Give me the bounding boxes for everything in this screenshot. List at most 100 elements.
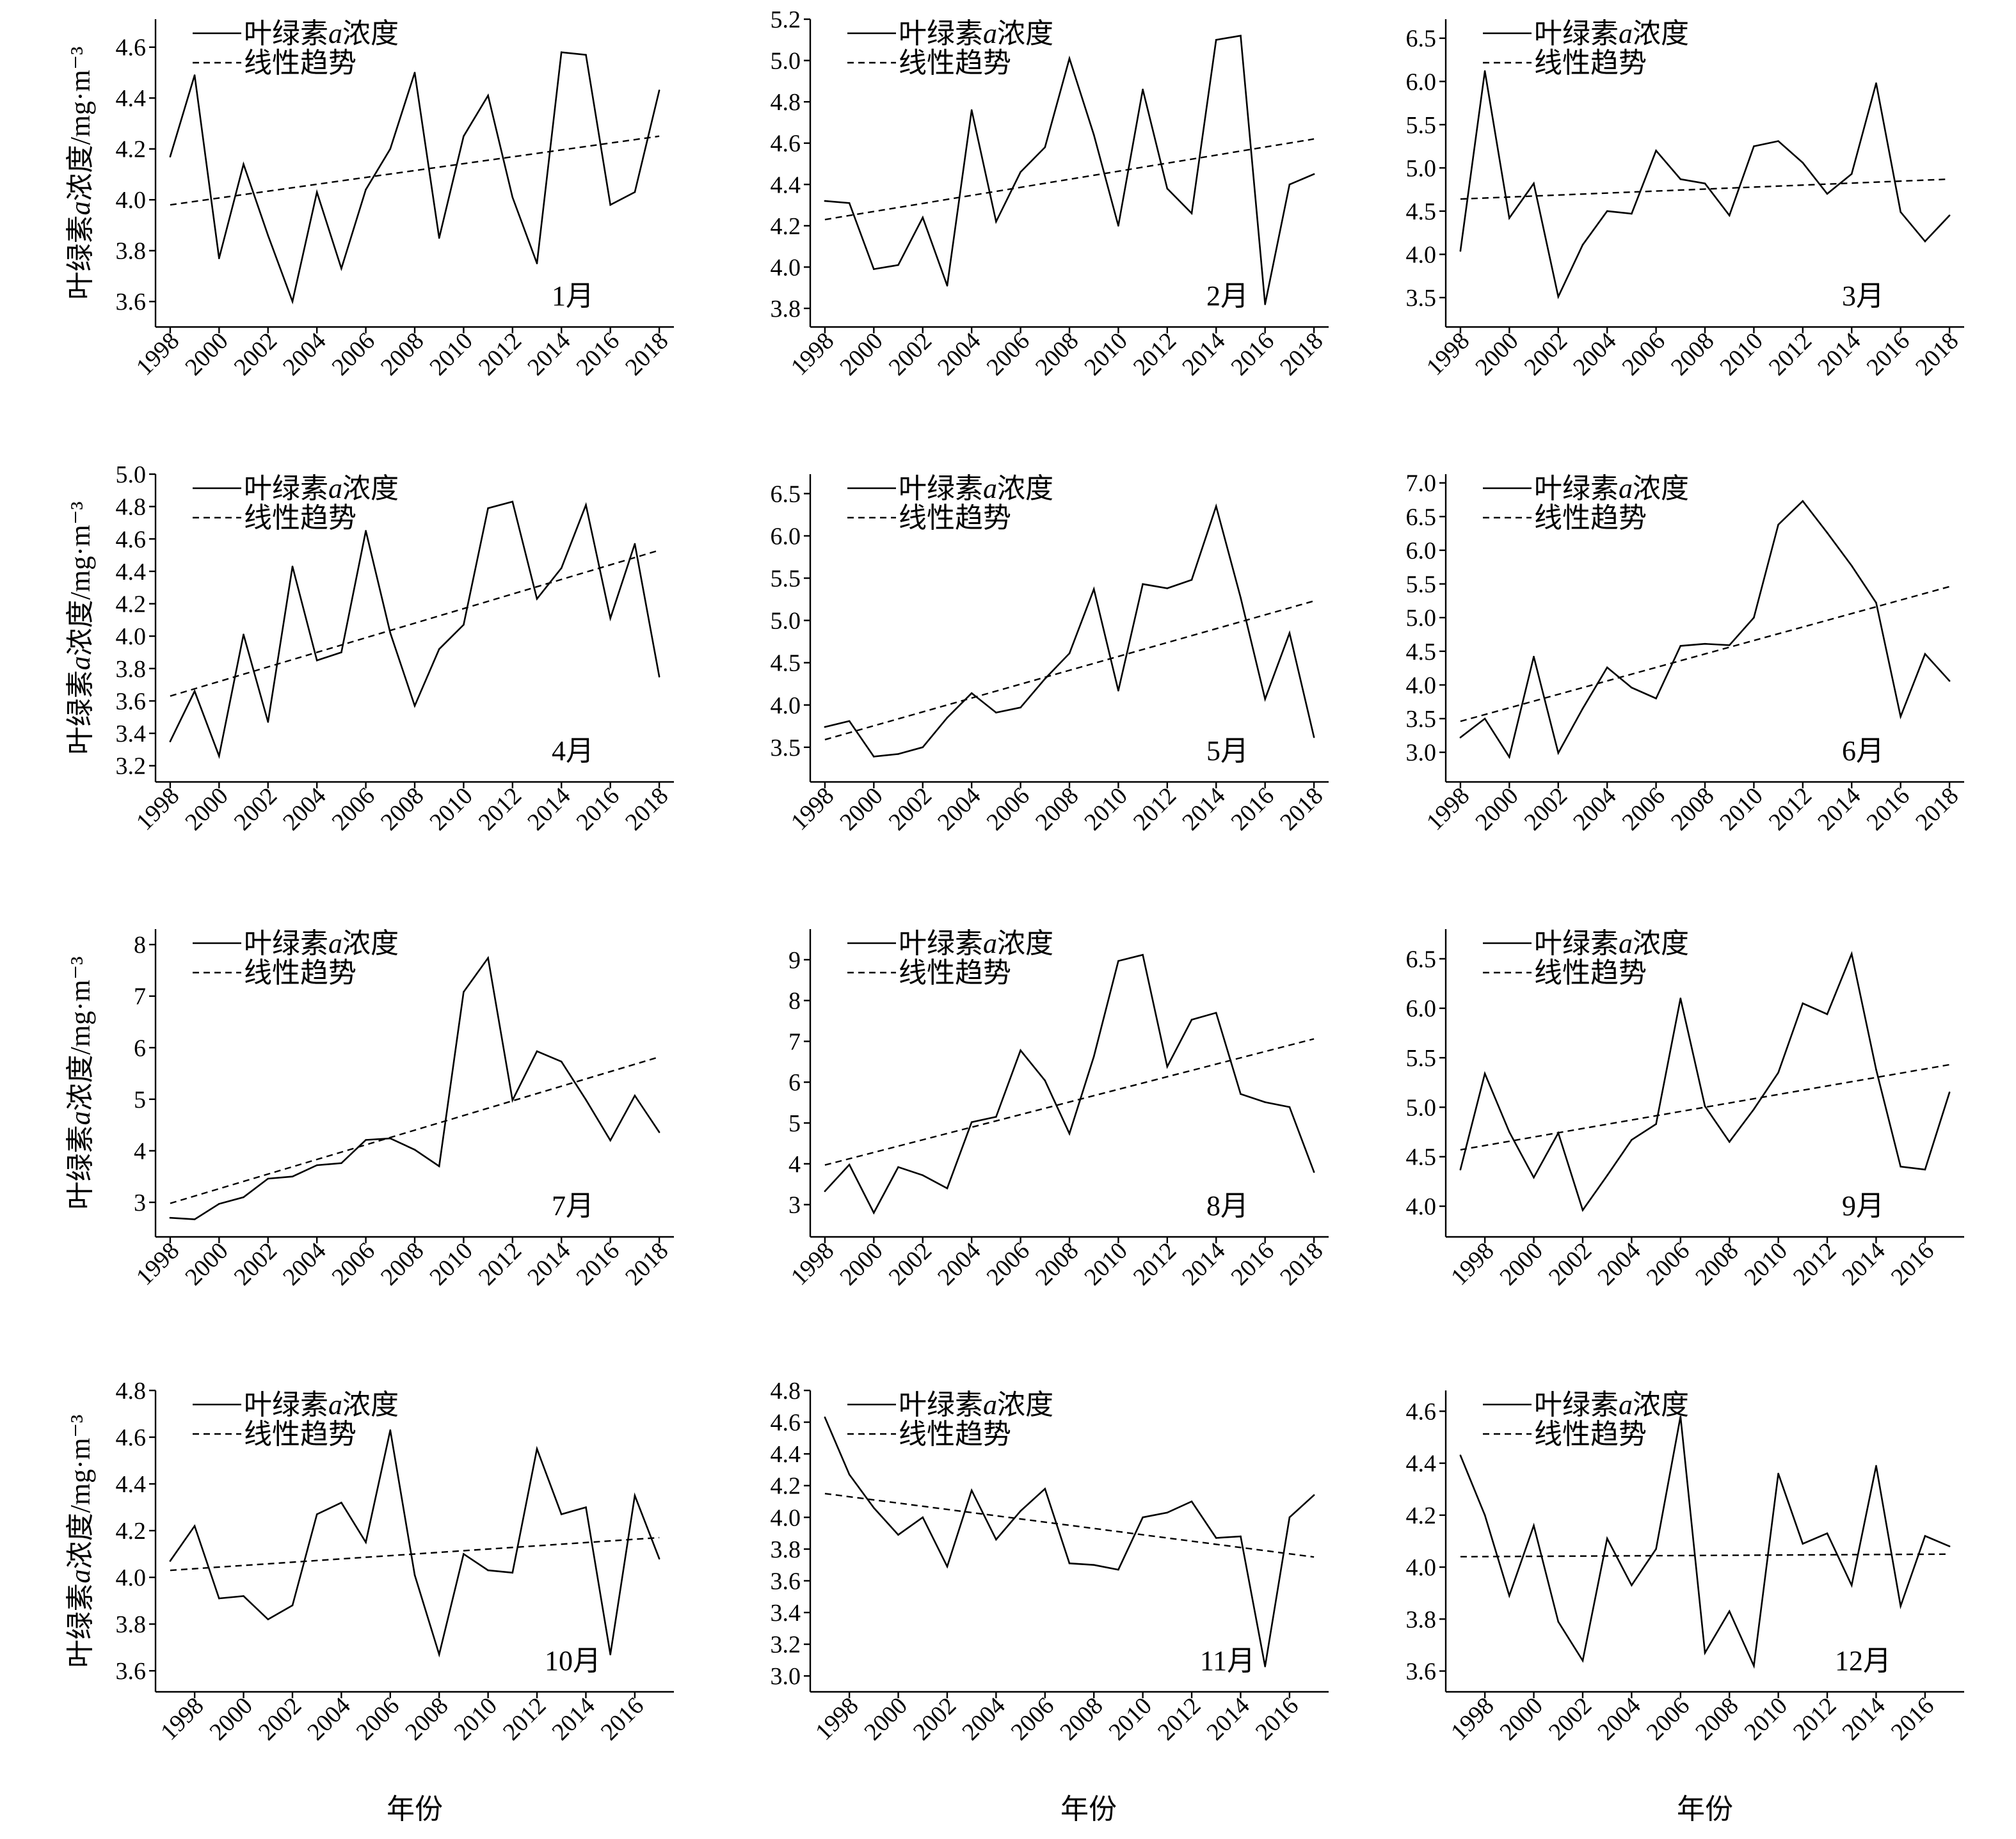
data-point — [316, 191, 318, 193]
data-point — [1166, 187, 1169, 190]
y-tick-label: 5.0 — [771, 608, 801, 635]
x-tick-label: 2010 — [1740, 1238, 1793, 1291]
data-point — [487, 95, 489, 97]
x-tick-label: 2002 — [884, 328, 937, 381]
chart-panel-9: 4.04.55.05.56.06.51998200020022004200620… — [1406, 928, 1964, 1291]
x-tick-label: 2000 — [1494, 1238, 1548, 1291]
x-tick-label: 2008 — [376, 1238, 429, 1291]
y-tick-label: 4.8 — [116, 494, 147, 521]
data-point — [1190, 212, 1193, 214]
data-point — [1948, 1091, 1951, 1094]
data-point — [1240, 596, 1242, 599]
data-point — [634, 1495, 636, 1497]
data-point — [1508, 217, 1510, 219]
x-tick-label: 2002 — [884, 783, 937, 836]
x-tick-label: 2018 — [620, 783, 673, 836]
data-point — [658, 90, 660, 92]
x-tick-label: 2016 — [596, 1692, 649, 1746]
data-point — [1142, 583, 1144, 585]
data-point — [1092, 134, 1095, 136]
data-point — [1850, 953, 1853, 955]
data-point — [1948, 214, 1951, 217]
data-point — [1215, 1012, 1217, 1014]
data-point — [169, 1216, 172, 1219]
x-tick-label: 2006 — [327, 1238, 380, 1291]
y-tick-label: 3.5 — [1406, 285, 1437, 312]
x-tick-label: 2004 — [278, 328, 331, 381]
legend-label-trend: 线性趋势 — [244, 47, 356, 79]
data-point — [922, 746, 924, 749]
y-tick-label: 6.5 — [1406, 26, 1437, 52]
data-point — [1240, 1093, 1242, 1095]
data-point — [1020, 706, 1021, 708]
data-point — [1264, 1101, 1266, 1103]
data-point — [1679, 645, 1682, 647]
x-tick-label: 2000 — [835, 1238, 888, 1291]
data-point — [193, 1525, 196, 1527]
data-point — [463, 991, 465, 993]
y-tick-label: 3.6 — [771, 1568, 801, 1595]
data-point — [438, 1653, 440, 1655]
y-tick-label: 3.6 — [116, 1658, 147, 1685]
data-point — [291, 566, 294, 568]
data-point — [609, 1140, 611, 1142]
chart-panel-1: 3.63.84.04.24.44.61998200020022004200620… — [65, 18, 674, 381]
y-tick-label: 5 — [788, 1110, 801, 1137]
data-point — [1924, 1535, 1926, 1537]
y-tick-label: 4.4 — [1406, 1451, 1437, 1477]
data-point — [873, 268, 875, 270]
data-point — [1117, 225, 1119, 227]
x-tick-label: 2002 — [884, 1238, 937, 1291]
x-tick-label: 2014 — [522, 328, 575, 381]
x-tick-label: 2014 — [1837, 1238, 1890, 1291]
data-point — [658, 676, 660, 678]
data-point — [1655, 1548, 1657, 1550]
panel-month-label: 2月 — [1206, 280, 1249, 312]
y-tick-label: 3.8 — [771, 296, 801, 322]
data-point — [340, 1162, 342, 1165]
y-tick-label: 4.0 — [1406, 1193, 1437, 1220]
data-point — [897, 1166, 899, 1168]
x-tick-label: 2016 — [572, 783, 625, 836]
data-point — [1092, 1055, 1095, 1058]
chlorophyll-a-series-line — [824, 1417, 1315, 1667]
y-tick-label: 4.0 — [116, 1564, 147, 1591]
data-point — [1728, 644, 1731, 646]
data-point — [1581, 708, 1584, 710]
x-tick-label: 2002 — [1544, 1692, 1597, 1746]
data-point — [824, 1416, 826, 1419]
data-point — [1459, 736, 1462, 738]
x-tick-label: 2016 — [1226, 1238, 1279, 1291]
x-tick-label: 2002 — [1519, 783, 1572, 836]
legend-label-series: 叶绿素a浓度 — [1534, 473, 1689, 504]
panel-month-label: 7月 — [552, 1190, 594, 1222]
data-point — [1117, 1568, 1119, 1571]
data-point — [634, 1094, 636, 1097]
y-tick-label: 5.5 — [1406, 112, 1437, 139]
x-tick-label: 2010 — [424, 783, 477, 836]
data-point — [365, 1541, 367, 1543]
data-point — [1753, 616, 1755, 619]
legend-label-series: 叶绿素a浓度 — [244, 928, 399, 959]
data-point — [243, 1595, 244, 1597]
legend-label-series: 叶绿素a浓度 — [899, 928, 1053, 959]
data-point — [1020, 171, 1021, 173]
x-tick-label: 1998 — [156, 1692, 209, 1746]
data-point — [970, 1121, 973, 1123]
x-tick-label: 2012 — [1128, 783, 1181, 836]
data-point — [1875, 601, 1877, 604]
data-point — [848, 1474, 851, 1476]
data-point — [1117, 690, 1119, 692]
data-point — [922, 216, 924, 219]
linear-trend-line — [1460, 178, 1950, 200]
data-point — [1655, 150, 1657, 152]
data-point — [267, 234, 269, 237]
y-tick-label: 4.2 — [1406, 1502, 1437, 1529]
data-point — [609, 1653, 611, 1655]
x-tick-label: 2006 — [327, 783, 380, 836]
legend-label-series: 叶绿素a浓度 — [244, 1389, 399, 1421]
